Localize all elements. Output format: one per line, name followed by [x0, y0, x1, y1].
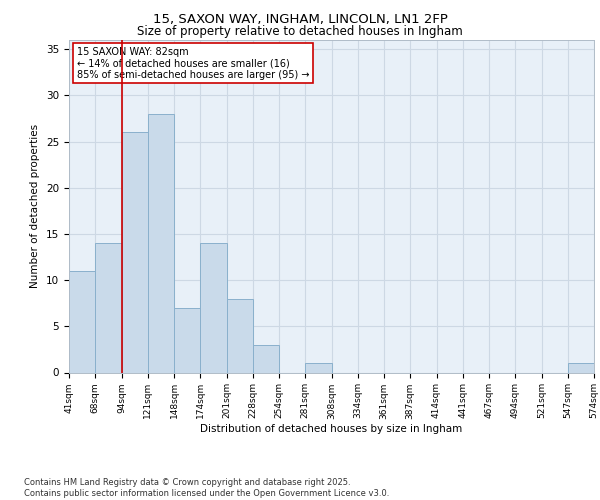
Bar: [305, 364, 331, 372]
Y-axis label: Number of detached properties: Number of detached properties: [31, 124, 40, 288]
Bar: [148, 114, 174, 372]
Bar: [568, 364, 594, 372]
Bar: [69, 271, 95, 372]
Text: 15 SAXON WAY: 82sqm
← 14% of detached houses are smaller (16)
85% of semi-detach: 15 SAXON WAY: 82sqm ← 14% of detached ho…: [77, 46, 310, 80]
X-axis label: Distribution of detached houses by size in Ingham: Distribution of detached houses by size …: [200, 424, 463, 434]
Bar: [253, 345, 279, 372]
Bar: [121, 132, 148, 372]
Bar: [95, 243, 121, 372]
Bar: [227, 298, 253, 372]
Text: 15, SAXON WAY, INGHAM, LINCOLN, LN1 2FP: 15, SAXON WAY, INGHAM, LINCOLN, LN1 2FP: [152, 12, 448, 26]
Bar: [174, 308, 200, 372]
Bar: [200, 243, 227, 372]
Text: Size of property relative to detached houses in Ingham: Size of property relative to detached ho…: [137, 25, 463, 38]
Text: Contains HM Land Registry data © Crown copyright and database right 2025.
Contai: Contains HM Land Registry data © Crown c…: [24, 478, 389, 498]
